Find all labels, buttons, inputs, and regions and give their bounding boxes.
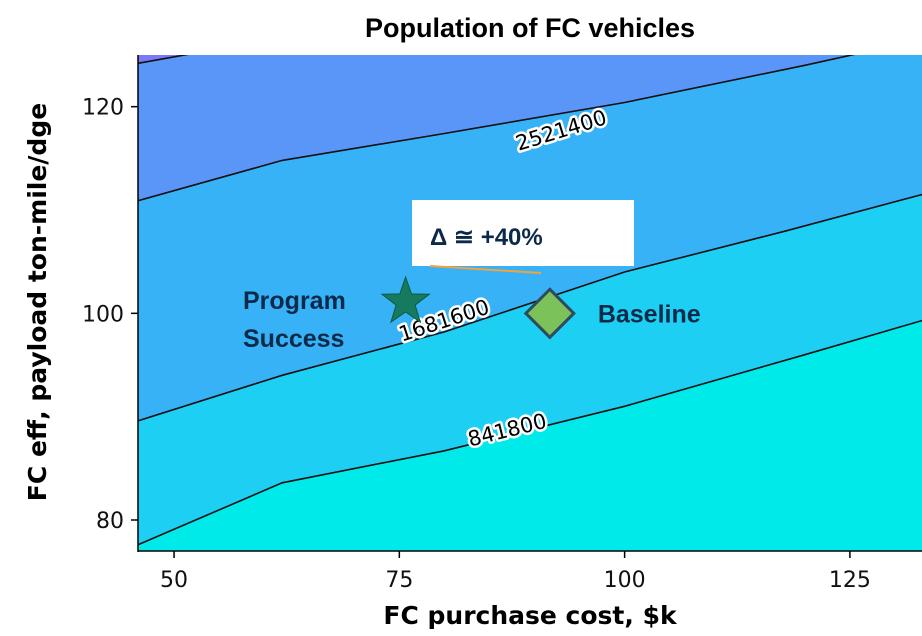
delta-arrow <box>429 265 542 274</box>
y-tick-label: 120 <box>82 96 124 121</box>
delta-text: Δ ≅ +40% <box>430 224 543 251</box>
y-tick-label: 100 <box>82 302 124 327</box>
contour-lines <box>138 55 922 546</box>
y-tick-label: 80 <box>96 509 124 534</box>
x-tick-label: 125 <box>829 568 871 593</box>
contour-line <box>138 193 922 422</box>
x-axis-label: FC purchase cost, $k <box>383 601 678 630</box>
contour-line <box>138 55 856 202</box>
delta-annotation: Δ ≅ +40% <box>412 200 634 274</box>
contour-band <box>138 194 922 545</box>
baseline-label: Baseline <box>598 300 701 328</box>
contour-line <box>138 55 189 65</box>
baseline-diamond <box>523 287 576 340</box>
x-tick-label: 75 <box>385 568 413 593</box>
chart-title: Population of FC vehicles <box>365 13 695 43</box>
markers: Program Success Baseline <box>243 275 701 353</box>
program-success-star <box>380 275 431 324</box>
contour-band <box>138 320 922 551</box>
program-success-label: Success <box>243 325 344 353</box>
x-tick-label: 100 <box>604 568 646 593</box>
axes: 50 75 100 125 80 100 120 <box>82 55 922 593</box>
contour-line <box>138 319 922 546</box>
x-ticks: 50 75 100 125 <box>160 551 871 593</box>
y-ticks: 80 100 120 <box>82 96 138 534</box>
y-axis-label: FC eff, payload ton-mile/dge <box>23 103 52 501</box>
x-tick-label: 50 <box>160 568 188 593</box>
delta-box <box>412 200 634 266</box>
program-success-label: Program <box>243 287 346 315</box>
contour-band <box>138 55 852 201</box>
